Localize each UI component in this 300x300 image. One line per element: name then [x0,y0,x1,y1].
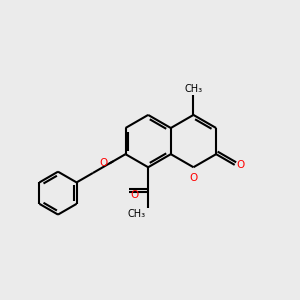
Text: O: O [100,158,108,168]
Text: CH₃: CH₃ [128,209,146,219]
Text: O: O [131,190,139,200]
Text: O: O [189,172,198,183]
Text: CH₃: CH₃ [184,84,202,94]
Text: O: O [236,160,244,170]
